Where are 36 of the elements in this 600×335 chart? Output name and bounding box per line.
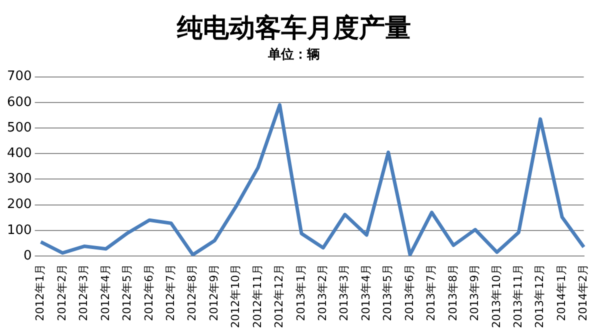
x-tick-label: 2014年2月 [576,264,590,322]
x-tick-label: 2012年12月 [272,264,286,328]
x-tick-label: 2013年8月 [446,264,460,322]
chart-subtitle: 单位：辆 [267,46,320,62]
x-tick-label: 2012年5月 [120,264,134,322]
x-tick-label: 2013年2月 [316,264,330,322]
x-tick-label: 2013年6月 [402,264,416,322]
x-tick-label: 2012年2月 [55,264,68,322]
y-tick-label: 100 [6,222,32,238]
y-tick-label: 700 [6,69,32,84]
x-tick-label: 2013年10月 [490,264,503,328]
x-tick-label: 2012年10月 [229,264,242,328]
y-tick-label: 400 [6,146,32,161]
y-tick-label: 600 [6,94,32,110]
x-tick-label: 2012年11月 [250,264,264,328]
x-tick-label: 2013年1月 [294,264,308,322]
y-tick-label: 500 [6,120,32,136]
chart-title: 纯电动客车月度产量 [176,13,411,44]
x-tick-label: 2014年1月 [554,264,568,322]
x-tick-label: 2013年12月 [533,264,546,328]
x-tick-label: 2012年9月 [207,264,220,322]
x-tick-label: 2013年11月 [512,264,524,328]
x-tick-label: 2012年4月 [98,264,112,322]
y-tick-label: 200 [6,197,32,212]
x-tick-label: 2013年5月 [381,264,394,322]
x-tick-label: 2013年9月 [468,264,482,322]
x-tick-label: 2012年7月 [164,264,177,322]
x-tick-label: 2012年1月 [34,264,47,322]
x-tick-label: 2012年8月 [186,264,199,322]
x-tick-label: 2013年7月 [424,264,438,322]
x-tick-label: 2013年4月 [359,264,372,322]
x-tick-label: 2012年3月 [77,264,90,322]
y-tick-label: 0 [24,248,32,264]
y-tick-label: 300 [6,172,32,187]
x-tick-label: 2013年3月 [338,264,351,322]
x-tick-label: 2012年6月 [142,264,156,322]
